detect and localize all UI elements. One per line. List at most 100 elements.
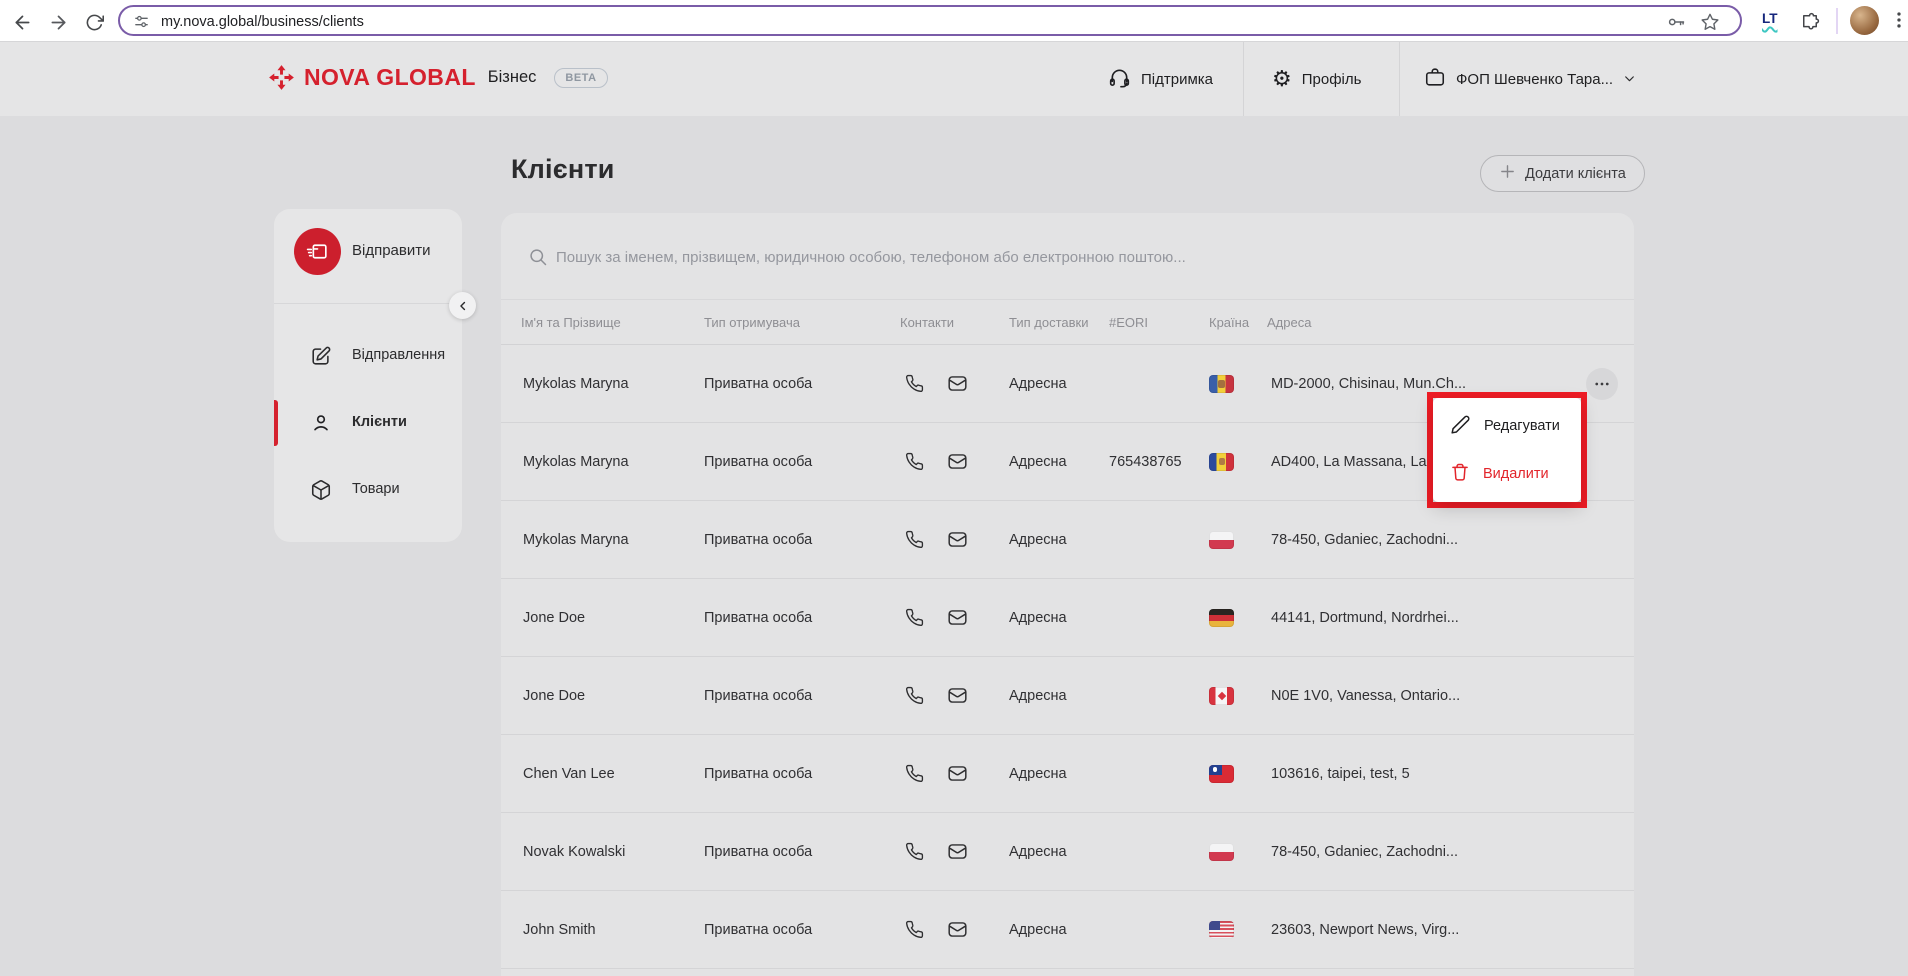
edit-label: Редагувати [1484,418,1560,434]
email-icon[interactable] [947,451,968,477]
client-name: Chen Van Lee [523,766,615,782]
table-row[interactable]: John Smith Приватна особа Адресна 23603,… [501,891,1634,969]
email-icon[interactable] [947,841,968,867]
toolbar-divider [1836,8,1838,34]
parcel-speed-icon [306,244,327,259]
phone-icon[interactable] [905,842,924,866]
send-parcel-label: Відправити [352,242,431,259]
support-button[interactable]: Підтримка [1108,42,1213,116]
email-icon[interactable] [947,529,968,555]
site-settings-icon[interactable] [133,13,150,35]
profile-button[interactable]: ⚙ Профіль [1272,42,1361,116]
client-name: Novak Kowalski [523,844,626,860]
client-name: Mykolas Maryna [523,454,629,470]
bookmark-star-icon[interactable] [1700,12,1722,34]
browser-menu-icon[interactable] [1888,9,1908,36]
url-text[interactable]: my.nova.global/business/clients [161,14,364,30]
phone-icon[interactable] [905,686,924,710]
table-row[interactable]: Mykolas Maryna Приватна особа Адресна MD… [501,345,1634,423]
account-switcher[interactable]: ФОП Шевченко Тара... [1424,42,1636,116]
country-flag-icon [1209,453,1234,471]
email-icon[interactable] [947,685,968,711]
password-key-icon[interactable] [1666,12,1688,34]
recipient-type: Приватна особа [704,766,813,782]
table-row[interactable]: Jone Doe Приватна особа Адресна N0E 1V0,… [501,657,1634,735]
send-parcel-button[interactable] [294,228,341,275]
search-icon [530,249,547,266]
email-icon[interactable] [947,607,968,633]
column-header: Тип доставки [1009,315,1089,330]
reload-icon[interactable] [82,10,106,34]
sidebar-item-shipments[interactable]: Відправлення [274,333,462,379]
client-name: Mykolas Maryna [523,376,629,392]
client-name: Mykolas Maryna [523,532,629,548]
table-row[interactable]: Chen Van Lee Приватна особа Адресна 1036… [501,735,1634,813]
country-flag-icon [1209,375,1234,393]
gear-icon: ⚙ [1272,66,1292,91]
profile-label: Профіль [1301,70,1362,88]
phone-icon[interactable] [905,452,924,476]
phone-icon[interactable] [905,530,924,554]
country-flag-icon [1209,609,1234,627]
context-menu-delete[interactable]: Видалити [1433,450,1581,498]
brand-name: NOVA GLOBAL [304,64,476,90]
delivery-type: Адресна [1009,454,1067,470]
phone-icon[interactable] [905,764,924,788]
row-context-menu: Редагувати Видалити [1433,398,1581,502]
account-name: ФОП Шевченко Тара... [1456,70,1614,88]
client-address: AD400, La Massana, La M... [1271,454,1455,470]
table-row[interactable]: Novak Kowalski Приватна особа Адресна 78… [501,813,1634,891]
nova-global-logo[interactable]: NOVA GLOBAL Бізнес BETA [268,64,608,91]
email-icon[interactable] [947,919,968,945]
column-header: Ім'я та Прізвище [521,315,621,330]
recipient-type: Приватна особа [704,922,813,938]
browser-profile-avatar[interactable] [1850,6,1879,35]
client-address: N0E 1V0, Vanessa, Ontario... [1271,688,1461,704]
languagetool-extension-icon[interactable]: LT [1762,11,1778,26]
headset-icon [1108,66,1131,93]
extensions-puzzle-icon[interactable] [1798,10,1822,34]
client-name: John Smith [523,922,596,938]
beta-badge: BETA [554,67,608,88]
delivery-type: Адресна [1009,922,1067,938]
pencil-icon [1450,414,1471,439]
table-body: Mykolas Maryna Приватна особа Адресна MD… [501,345,1634,969]
client-search[interactable] [501,213,1634,300]
briefcase-icon [1424,66,1446,92]
country-flag-icon [1209,765,1234,783]
recipient-type: Приватна особа [704,610,813,626]
ellipsis-icon [1595,382,1609,386]
recipient-type: Приватна особа [704,688,813,704]
phone-icon[interactable] [905,920,924,944]
phone-icon[interactable] [905,608,924,632]
table-row[interactable]: Mykolas Maryna Приватна особа Адресна 78… [501,501,1634,579]
table-row[interactable]: Jone Doe Приватна особа Адресна 44141, D… [501,579,1634,657]
package-icon [310,479,332,506]
sidebar-item-goods[interactable]: Товари [274,467,462,513]
email-icon[interactable] [947,373,968,399]
delivery-type: Адресна [1009,688,1067,704]
email-icon[interactable] [947,763,968,789]
country-flag-icon [1209,843,1234,861]
table-row[interactable]: Mykolas Maryna Приватна особа Адресна 76… [501,423,1634,501]
back-icon[interactable] [10,10,34,34]
sidebar-item-label: Товари [352,481,400,497]
phone-icon[interactable] [905,374,924,398]
delete-label: Видалити [1483,466,1549,482]
context-menu-edit[interactable]: Редагувати [1433,402,1581,450]
sidebar-item-clients[interactable]: Клієнти [274,400,462,446]
sidebar-divider [274,303,462,304]
forward-icon[interactable] [46,10,70,34]
search-input[interactable] [556,237,1536,277]
eori-number: 765438765 [1109,454,1182,470]
column-header: Контакти [900,315,955,330]
annotation-highlight-box: Редагувати Видалити [1427,392,1587,508]
column-header: Адреса [1267,315,1312,330]
column-header: Тип отримувача [704,315,800,330]
sidebar-collapse-button[interactable] [449,292,476,319]
app-header: NOVA GLOBAL Бізнес BETA Підтримка ⚙ Проф… [0,42,1908,116]
add-client-button[interactable]: Додати клієнта [1480,155,1645,192]
address-bar[interactable]: my.nova.global/business/clients [118,5,1742,36]
row-actions-button[interactable] [1586,368,1618,400]
